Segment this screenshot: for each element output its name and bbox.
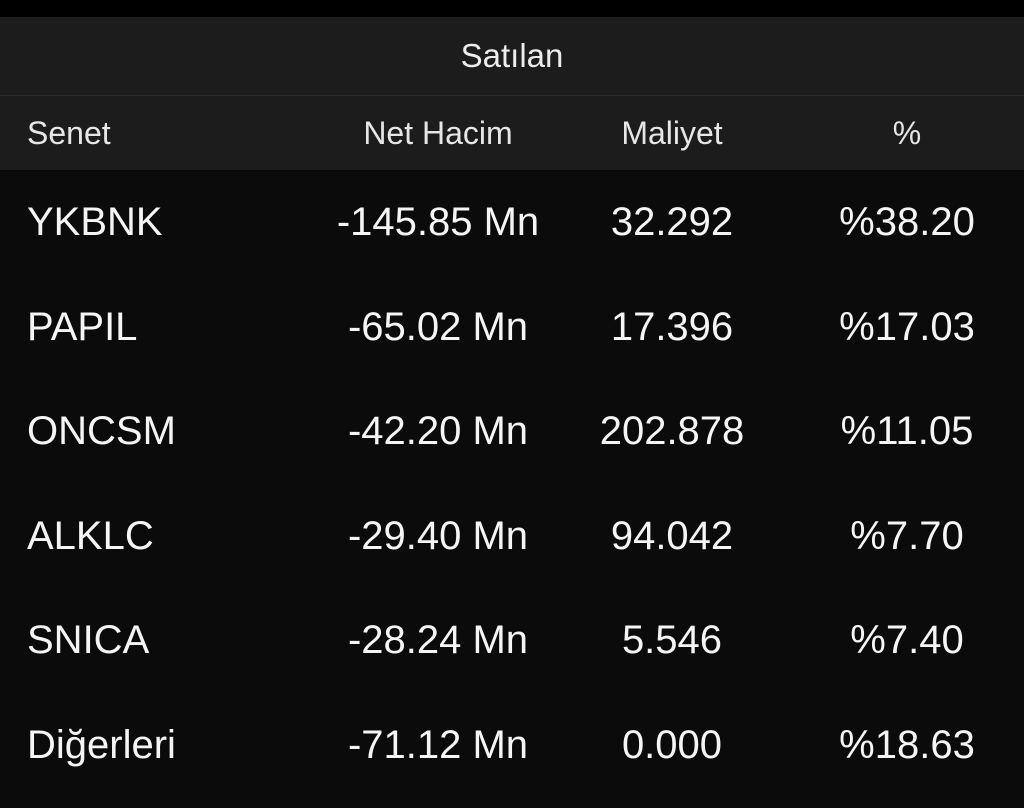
row-name: PAPIL xyxy=(27,304,138,349)
table-row[interactable]: PAPIL -65.02 Mn 17.396 %17.03 xyxy=(0,275,1024,380)
table-row[interactable]: ALKLC -29.40 Mn 94.042 %7.70 xyxy=(0,484,1024,589)
table-row[interactable]: ONCSM -42.20 Mn 202.878 %11.05 xyxy=(0,379,1024,484)
table-body: YKBNK -145.85 Mn 32.292 %38.20 PAPIL -65… xyxy=(0,170,1024,797)
row-net-volume: -71.12 Mn xyxy=(347,722,529,767)
row-net-volume: -145.85 Mn xyxy=(336,200,540,244)
header-percent[interactable]: % xyxy=(892,115,922,151)
row-percent: %11.05 xyxy=(840,409,974,453)
row-name: YKBNK xyxy=(27,200,163,244)
header-name[interactable]: Senet xyxy=(27,115,111,151)
row-cost: 0.000 xyxy=(621,722,723,767)
top-strip xyxy=(0,0,1024,17)
row-percent: %38.20 xyxy=(839,200,975,244)
header-cost[interactable]: Maliyet xyxy=(621,115,723,151)
table-row[interactable]: SNICA -28.24 Mn 5.546 %7.40 xyxy=(0,588,1024,693)
table-title: Satılan xyxy=(0,17,1024,95)
table-row[interactable]: Diğerleri -71.12 Mn 0.000 %18.63 xyxy=(0,693,1024,798)
table-title-label: Satılan xyxy=(460,37,564,74)
row-cost: 94.042 xyxy=(610,513,734,558)
row-name: SNICA xyxy=(27,618,150,662)
row-name: ONCSM xyxy=(27,409,176,453)
row-cost: 17.396 xyxy=(610,304,734,349)
row-net-volume: -42.20 Mn xyxy=(347,409,529,453)
table-row[interactable]: YKBNK -145.85 Mn 32.292 %38.20 xyxy=(0,170,1024,275)
row-percent: %7.40 xyxy=(850,618,964,662)
row-percent: %17.03 xyxy=(839,304,975,349)
title-divider xyxy=(0,95,1024,96)
row-cost: 202.878 xyxy=(599,409,745,453)
row-cost: 32.292 xyxy=(610,200,734,244)
row-name: Diğerleri xyxy=(27,722,176,767)
row-net-volume: -28.24 Mn xyxy=(347,618,529,662)
table-header-row: Senet Net Hacim Maliyet % xyxy=(0,96,1024,170)
row-percent: %18.63 xyxy=(839,722,975,767)
row-net-volume: -65.02 Mn xyxy=(347,304,529,349)
row-cost: 5.546 xyxy=(621,618,723,662)
row-percent: %7.70 xyxy=(850,513,964,558)
header-net-volume[interactable]: Net Hacim xyxy=(363,115,513,151)
row-net-volume: -29.40 Mn xyxy=(347,513,529,558)
row-name: ALKLC xyxy=(27,513,154,558)
